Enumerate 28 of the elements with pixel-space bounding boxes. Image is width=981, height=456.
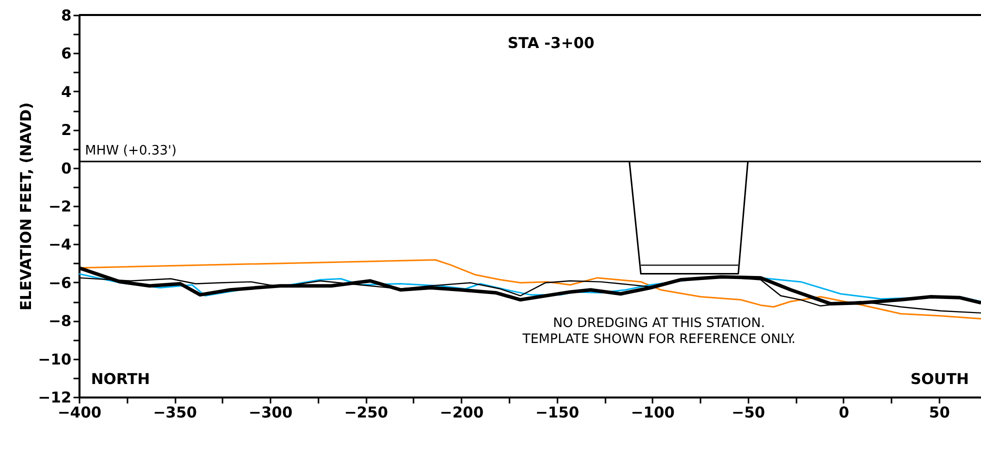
text: STA -3+00 — [508, 34, 594, 52]
y-tick-label: 0 — [61, 159, 72, 178]
x-tick-label: −350 — [153, 404, 197, 422]
y-tick-label: −4 — [48, 236, 72, 254]
x-tick-label: −300 — [248, 404, 293, 422]
annotation: NO DREDGING AT THIS STATION. — [552, 316, 766, 331]
x-tick-label: −400 — [58, 404, 102, 422]
ref-line-label: MHW (+0.33') — [85, 143, 177, 158]
y-tick-label: −2 — [48, 198, 72, 216]
y-tick-label: −6 — [48, 274, 72, 292]
y-tick-label: −12 — [38, 388, 72, 406]
y-tick-label: 2 — [61, 121, 72, 140]
x-tick-label: −200 — [440, 404, 484, 422]
x-tick-label: −100 — [630, 404, 675, 422]
x-tick-label: 50 — [929, 404, 950, 422]
y-axis-title: ELEVATION FEET, (NAVD) — [17, 102, 36, 311]
y-tick-label: 4 — [61, 82, 72, 101]
x-tick-label: −150 — [535, 404, 580, 422]
y-tick-label: 8 — [61, 6, 72, 24]
x-tick-label: −250 — [344, 404, 388, 422]
annotation: SOUTH — [910, 370, 969, 388]
y-tick-label: −8 — [48, 312, 72, 330]
y-tick-label: −10 — [38, 350, 72, 368]
annotation: NORTH — [91, 370, 150, 388]
x-tick-label: 0 — [838, 404, 850, 422]
y-tick-label: 6 — [61, 44, 72, 63]
annotation: TEMPLATE SHOWN FOR REFERENCE ONLY. — [521, 332, 796, 347]
x-tick-label: −50 — [732, 404, 766, 422]
